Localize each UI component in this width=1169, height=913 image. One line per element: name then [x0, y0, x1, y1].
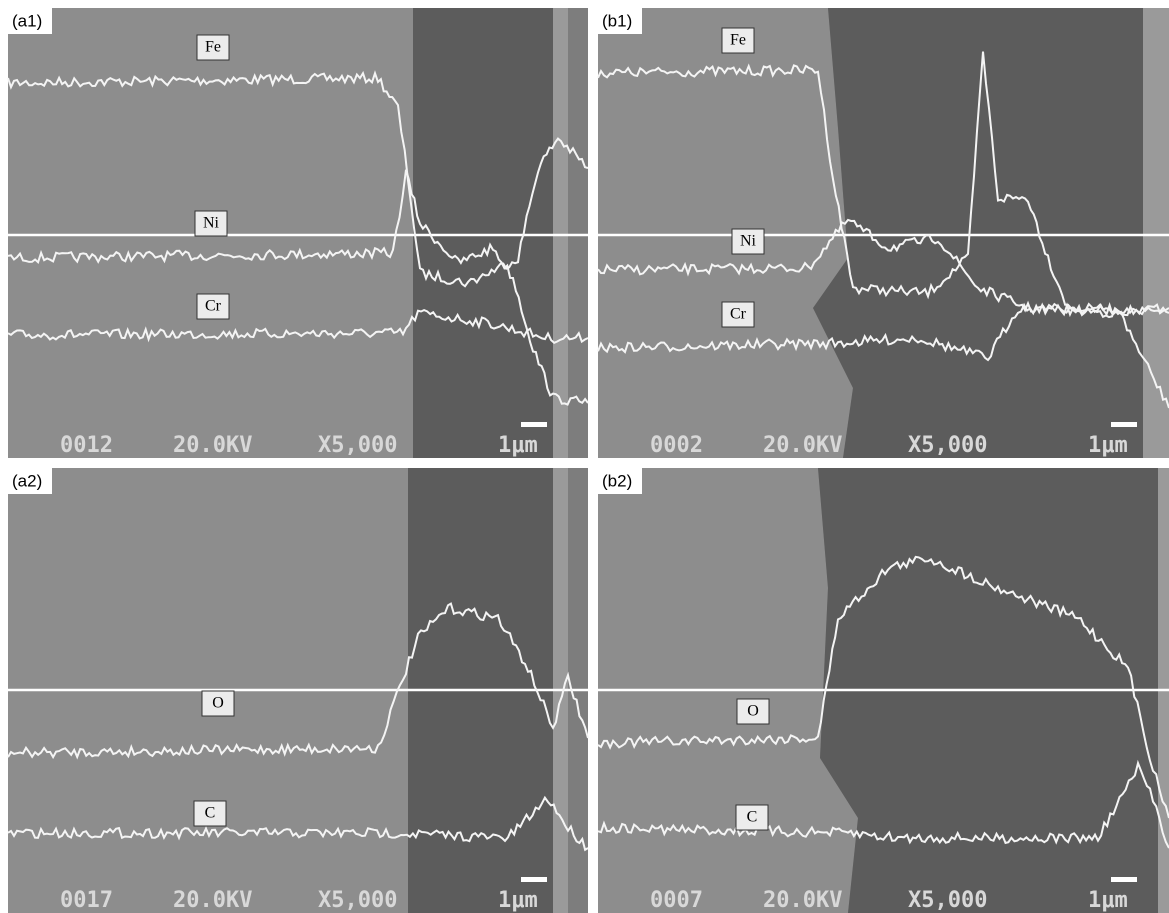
- panel-label: (b2): [602, 471, 632, 490]
- panel: (b2) O C 0007 20.0KV X5,000 1μm: [598, 468, 1169, 913]
- element-label: Cr: [205, 298, 222, 315]
- element-label: Fe: [205, 39, 221, 56]
- image-number: 0017: [60, 888, 113, 913]
- element-label: C: [205, 805, 216, 822]
- voltage: 20.0KV: [763, 433, 842, 458]
- edge-region: [553, 8, 568, 458]
- image-number: 0007: [650, 888, 703, 913]
- voltage: 20.0KV: [763, 888, 842, 913]
- magnification: X5,000: [908, 433, 987, 458]
- scale-bar: [521, 877, 547, 882]
- scale-label: 1μm: [498, 433, 538, 458]
- magnification: X5,000: [318, 433, 397, 458]
- panel-label: (a1): [12, 11, 42, 30]
- oxide-region: [813, 8, 1143, 458]
- oxide-region: [413, 8, 553, 458]
- scale-label: 1μm: [498, 888, 538, 913]
- panel-label: (a2): [12, 471, 42, 490]
- scale-bar: [1111, 422, 1137, 427]
- figure: (a1) Fe Ni Cr 0012 20.0KV X5,000 1μm (b1) Fe Ni Cr 0…: [0, 0, 1169, 913]
- scale-label: 1μm: [1088, 433, 1128, 458]
- edge-region: [1143, 8, 1169, 458]
- image-number: 0002: [650, 433, 703, 458]
- voltage: 20.0KV: [173, 433, 252, 458]
- voltage: 20.0KV: [173, 888, 252, 913]
- element-label: Fe: [730, 32, 746, 49]
- scale-bar: [1111, 877, 1137, 882]
- element-label: C: [747, 809, 758, 826]
- magnification: X5,000: [908, 888, 987, 913]
- scale-label: 1μm: [1088, 888, 1128, 913]
- panel-label: (b1): [602, 11, 632, 30]
- element-label: Ni: [740, 233, 757, 250]
- element-label: O: [212, 695, 224, 712]
- element-label: Ni: [203, 215, 220, 232]
- panel: (a1) Fe Ni Cr 0012 20.0KV X5,000 1μm: [8, 8, 588, 458]
- panel: (b1) Fe Ni Cr 0002 20.0KV X5,000 1μm: [598, 8, 1169, 458]
- element-label: Cr: [730, 306, 747, 323]
- magnification: X5,000: [318, 888, 397, 913]
- element-label: O: [747, 703, 759, 720]
- scale-bar: [521, 422, 547, 427]
- panel: (a2) O C 0017 20.0KV X5,000 1μm: [8, 468, 588, 913]
- image-number: 0012: [60, 433, 113, 458]
